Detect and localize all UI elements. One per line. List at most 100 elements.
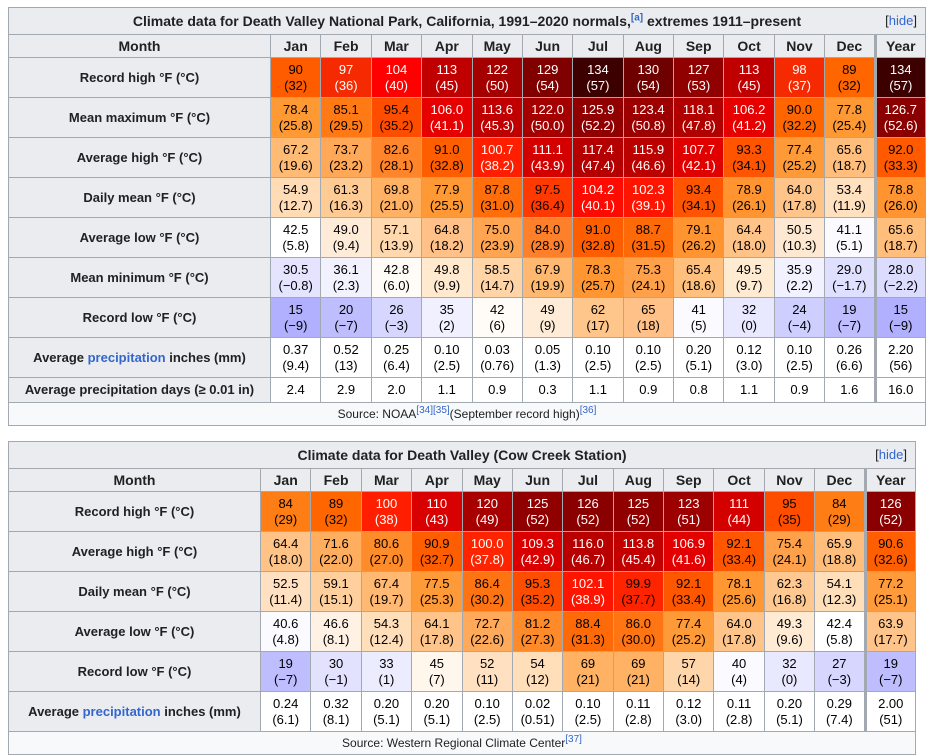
value-cell: 99.9 (37.7): [612, 571, 665, 612]
value-celsius: (26.0): [883, 197, 918, 213]
value-cell: 33 (1): [360, 651, 413, 692]
value-celsius: (45.3): [480, 117, 515, 133]
year-value-cell: 2.00 (51): [863, 691, 916, 732]
value-cell: 129 (54): [521, 57, 574, 98]
value-fahrenheit: 28.0: [888, 261, 914, 277]
value-celsius: (8.1): [322, 711, 350, 727]
row-header-text: Record high °F (°C): [74, 503, 195, 519]
value-celsius: (0.76): [480, 357, 515, 373]
value-celsius: (27.3): [520, 631, 555, 647]
source-ref[interactable]: [34][35]: [416, 405, 449, 416]
source-ref-link[interactable]: [34][35]: [416, 405, 450, 416]
value-fahrenheit: 0.9: [639, 382, 658, 397]
value-celsius: (2.5): [473, 711, 501, 727]
value-fahrenheit: 0.9: [790, 382, 809, 397]
value-cell: 92.1 (33.4): [662, 571, 715, 612]
month-header-nov: Nov: [763, 468, 816, 492]
hide-toggle[interactable]: [hide]: [875, 447, 907, 463]
value-fahrenheit: 129: [536, 61, 559, 77]
climate-row: Daily mean °F (°C) 54.9 (12.7) 61.3 (16.3) 69…: [8, 177, 926, 218]
value-celsius: (−1): [324, 671, 348, 687]
source-ref[interactable]: [37]: [565, 734, 582, 745]
hide-link[interactable]: hide: [888, 13, 914, 28]
month-header-jan: Jan: [269, 34, 322, 58]
hide-toggle[interactable]: [hide]: [885, 13, 917, 29]
value-cell: 127 (53): [672, 57, 725, 98]
row-header: Daily mean °F (°C): [8, 177, 271, 218]
value-cell: 30 (−1): [310, 651, 362, 692]
value-cell: 69 (21): [562, 651, 614, 692]
value-fahrenheit: 75.4: [776, 535, 803, 551]
value-fahrenheit: 78.9: [736, 181, 762, 197]
value-fahrenheit: 35: [439, 301, 455, 317]
value-cell: 102.1 (38.9): [562, 571, 614, 612]
value-celsius: (22.6): [470, 631, 505, 647]
value-cell: 64.8 (18.2): [421, 217, 473, 258]
value-cell: 49 (9): [521, 297, 574, 338]
value-fahrenheit: 0.20: [424, 695, 450, 711]
year-value-cell: 90.6 (32.6): [863, 531, 916, 572]
value-celsius: (52): [879, 511, 903, 527]
source-ref-link[interactable]: [36]: [579, 405, 597, 416]
value-celsius: (18.7): [883, 237, 918, 253]
value-celsius: (3.0): [735, 357, 763, 373]
value-fahrenheit: 2.0: [387, 382, 406, 397]
hide-link[interactable]: hide: [878, 447, 904, 462]
value-celsius: (19.9): [530, 277, 565, 293]
bracket-close: ]: [913, 13, 917, 28]
value-cell: 0.8: [672, 377, 725, 403]
value-cell: 0.20 (5.1): [763, 691, 816, 732]
value-fahrenheit: 90: [288, 61, 303, 77]
value-cell: 26 (−3): [370, 297, 423, 338]
value-celsius: (23.2): [329, 157, 364, 173]
value-celsius: (13): [334, 357, 358, 373]
precipitation-link[interactable]: precipitation: [87, 349, 166, 365]
value-celsius: (32.6): [873, 551, 908, 567]
precipitation-link[interactable]: precipitation: [82, 703, 161, 719]
value-celsius: (5.1): [373, 711, 400, 727]
value-celsius: (46.7): [570, 551, 605, 567]
value-celsius: (7): [428, 671, 445, 687]
row-header: Average precipitation inches (mm): [8, 691, 261, 732]
value-celsius: (18.7): [832, 157, 867, 173]
value-celsius: (−7): [837, 317, 862, 333]
value-cell: 41 (5): [672, 297, 725, 338]
value-celsius: (−7): [334, 317, 358, 333]
value-fahrenheit: 42.8: [383, 261, 410, 277]
caption-note-ref[interactable]: [a]: [631, 12, 643, 23]
value-fahrenheit: 109.3: [521, 535, 554, 551]
source-ref-link[interactable]: [37]: [565, 734, 582, 745]
value-celsius: (5.1): [776, 711, 803, 727]
value-fahrenheit: 49.5: [736, 261, 762, 277]
month-header-aug: Aug: [612, 468, 665, 492]
value-fahrenheit: 123: [677, 495, 700, 511]
value-fahrenheit: 0.8: [689, 382, 708, 397]
year-value-cell: 19 (−7): [863, 651, 916, 692]
value-cell: 115.9 (46.6): [622, 137, 675, 178]
value-fahrenheit: 86.4: [474, 575, 500, 591]
caption-note-link[interactable]: [a]: [630, 12, 644, 24]
value-fahrenheit: 20: [338, 301, 354, 317]
value-fahrenheit: 125.9: [581, 101, 615, 117]
value-fahrenheit: 88.4: [575, 615, 601, 631]
value-celsius: (38): [374, 511, 398, 527]
value-celsius: (2.2): [786, 277, 813, 293]
value-celsius: (5.1): [423, 711, 451, 727]
value-fahrenheit: 1.1: [437, 382, 456, 397]
value-fahrenheit: 0.10: [434, 341, 460, 357]
value-cell: 125.9 (52.2): [572, 97, 624, 138]
value-cell: 67.2 (19.6): [269, 137, 322, 178]
value-fahrenheit: 0.12: [676, 695, 702, 711]
value-fahrenheit: 65.6: [836, 141, 862, 157]
climate-table-national-park: Climate data for Death Valley National P…: [8, 7, 926, 426]
month-header-may: May: [471, 34, 523, 58]
value-celsius: (12.7): [278, 197, 313, 213]
row-header-units: inches (mm): [160, 703, 241, 719]
value-cell: 0.02 (0.51): [511, 691, 564, 732]
value-celsius: (40.1): [580, 197, 615, 213]
year-value-cell: 78.8 (26.0): [873, 177, 926, 218]
value-celsius: (22.0): [319, 551, 354, 567]
source-ref[interactable]: [36]: [580, 405, 597, 416]
value-fahrenheit: 77.4: [676, 615, 702, 631]
value-cell: 0.3: [521, 377, 574, 403]
